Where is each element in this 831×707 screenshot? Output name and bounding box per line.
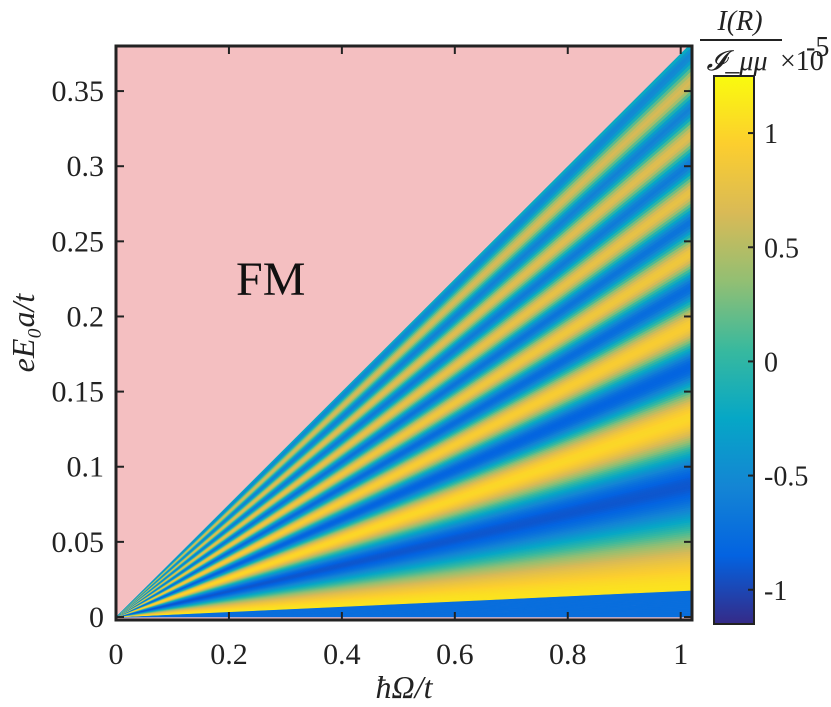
- y-tick-label: 0.25: [52, 225, 105, 258]
- heatmap-band: [116, 46, 692, 618]
- x-tick-label: 0.2: [210, 638, 248, 671]
- y-tick-label: 0.35: [52, 75, 105, 108]
- x-tick-label: 0.6: [436, 638, 474, 671]
- heatmap-band: [116, 46, 692, 618]
- colorbar-tick-label: -1: [764, 576, 787, 607]
- colorbar-label-denominator: 𝓘_μμ: [706, 46, 767, 77]
- heatmap-band: [116, 46, 692, 618]
- heatmap-band: [116, 46, 692, 618]
- colorbar: [713, 75, 755, 625]
- heatmap-band: [116, 46, 692, 618]
- heatmap-wedge: [116, 46, 692, 618]
- heatmap-band: [116, 46, 692, 618]
- y-tick-label: 0.1: [67, 451, 105, 484]
- heatmap-band: [116, 46, 692, 618]
- heatmap-band: [116, 46, 692, 618]
- heatmap-band: [116, 46, 692, 618]
- colorbar-exponent: ×10: [780, 46, 824, 77]
- heatmap-band: [116, 46, 692, 618]
- y-tick-label: 0: [89, 601, 104, 634]
- colorbar-tick-label: -0.5: [764, 462, 808, 493]
- x-tick-label: 0.4: [323, 638, 361, 671]
- colorbar-tick-label: 1: [764, 119, 778, 150]
- fm-annotation: FM: [236, 253, 305, 306]
- heatmap-band: [116, 46, 692, 618]
- y-axis-label: eE₀a/t: [5, 293, 41, 373]
- colorbar-label-numerator: I(R): [716, 6, 762, 37]
- heatmap-band: [116, 46, 692, 618]
- y-axis: 0 0.05 0.1 0.15 0.2 0.25 0.3 0.35: [52, 75, 692, 634]
- x-tick-label: 0: [109, 638, 124, 671]
- heatmap-band: [116, 46, 692, 618]
- heatmap-band: [116, 46, 692, 618]
- colorbar-tick-label: 0: [764, 347, 778, 378]
- heatmap-band: [116, 46, 692, 618]
- heatmap-band: [116, 46, 692, 618]
- colorbar-exponent-power: -5: [806, 32, 829, 63]
- plot-frame: [114, 44, 694, 622]
- heatmap-band: [116, 46, 692, 618]
- y-tick-label: 0.3: [67, 150, 105, 183]
- x-axis: 0 0.2 0.4 0.6 0.8 1: [109, 46, 688, 671]
- y-tick-label: 0.2: [67, 300, 105, 333]
- y-tick-label: 0.15: [52, 376, 105, 409]
- heatmap-band: [116, 46, 692, 618]
- colorbar-ticks: 1 0.5 0 -0.5 -1: [748, 119, 808, 607]
- heatmap-band: [116, 46, 692, 618]
- heatmap-band: [116, 46, 692, 618]
- y-tick-label: 0.05: [52, 526, 105, 559]
- heatmap-band: [116, 46, 692, 618]
- x-axis-label: ħΩ/t: [376, 669, 434, 705]
- heatmap-band: [116, 46, 692, 618]
- heatmap-band: [116, 46, 692, 618]
- heatmap-band: [116, 46, 692, 618]
- colorbar-tick-label: 0.5: [764, 233, 799, 264]
- x-tick-label: 1: [673, 638, 688, 671]
- x-tick-label: 0.8: [549, 638, 587, 671]
- heatmap-band: [116, 46, 692, 618]
